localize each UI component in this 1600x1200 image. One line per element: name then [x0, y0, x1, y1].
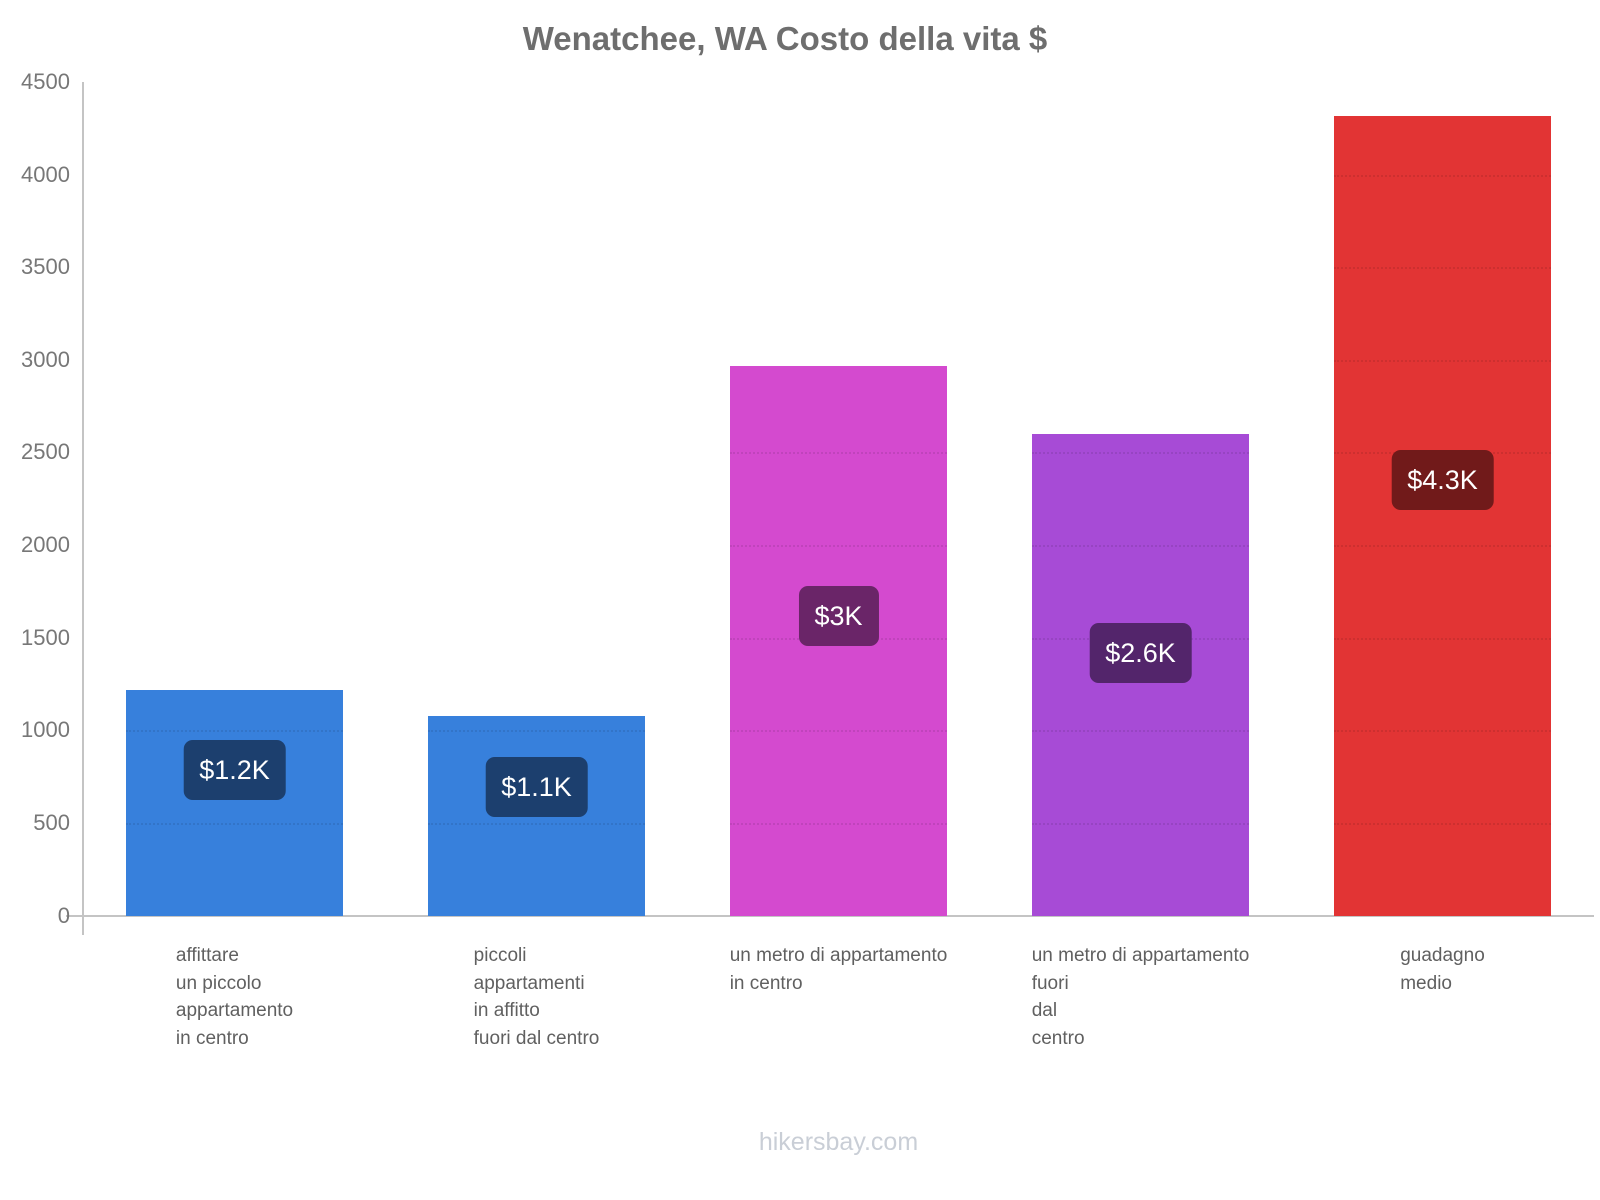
- y-tick-label: 2000: [21, 532, 70, 558]
- bar-1: $1.2K: [126, 690, 343, 916]
- gridline-inside-bar: [1032, 822, 1249, 825]
- gridline-inside-bar: [126, 730, 343, 733]
- gridline-inside-bar: [1334, 267, 1551, 270]
- gridline-inside-bar: [1334, 822, 1551, 825]
- gridline-inside-bar: [730, 545, 947, 548]
- value-badge: $1.1K: [485, 757, 588, 817]
- gridline-inside-bar: [428, 822, 645, 825]
- gridline-inside-bar: [428, 730, 645, 733]
- bar-4: $2.6K: [1032, 434, 1249, 916]
- y-tick-label: 1000: [21, 717, 70, 743]
- chart-title: Wenatchee, WA Costo della vita $: [522, 20, 1048, 57]
- gridline-inside-bar: [1334, 545, 1551, 548]
- value-badge: $3K: [798, 586, 879, 646]
- y-tick-label: 1500: [21, 624, 70, 650]
- gridline-inside-bar: [126, 822, 343, 825]
- x-category-label: piccoli appartamenti in affitto fuori da…: [473, 945, 600, 1049]
- gridline-inside-bar: [1032, 730, 1249, 733]
- gridline-inside-bar: [1334, 174, 1551, 177]
- y-axis-line: [82, 82, 84, 935]
- y-tick-label: 3500: [21, 254, 70, 280]
- y-tick-label: 0: [57, 902, 70, 928]
- value-badge: $1.2K: [183, 740, 286, 800]
- x-category-label: affittare un piccolo appartamento in cen…: [175, 945, 294, 1049]
- y-tick-label: 4000: [21, 161, 70, 187]
- y-tick-label: 4500: [21, 69, 70, 94]
- watermark-hikersbay: hikersbay.com: [758, 1128, 919, 1156]
- value-badge: $4.3K: [1391, 450, 1494, 510]
- gridline-inside-bar: [730, 822, 947, 825]
- x-axis-line: [66, 915, 1594, 917]
- bar-3: $3K: [730, 366, 947, 916]
- bar-5: $4.3K: [1334, 116, 1551, 916]
- y-tick-label: 3000: [21, 346, 70, 372]
- gridline-inside-bar: [1032, 545, 1249, 548]
- gridline-inside-bar: [730, 452, 947, 455]
- x-category-label: un metro di appartamento fuori dal centr…: [1031, 945, 1250, 1049]
- gridline-inside-bar: [1334, 637, 1551, 640]
- y-tick-label: 2500: [21, 439, 70, 465]
- x-category-label: un metro di appartamento in centro: [729, 945, 948, 994]
- gridline-inside-bar: [1032, 452, 1249, 455]
- x-category-label: guadagno medio: [1400, 945, 1485, 994]
- gridline-inside-bar: [730, 730, 947, 733]
- value-badge: $2.6K: [1089, 623, 1192, 683]
- gridline-inside-bar: [1334, 359, 1551, 362]
- y-tick-label: 500: [33, 809, 70, 835]
- bar-2: $1.1K: [428, 716, 645, 916]
- gridline-inside-bar: [1334, 730, 1551, 733]
